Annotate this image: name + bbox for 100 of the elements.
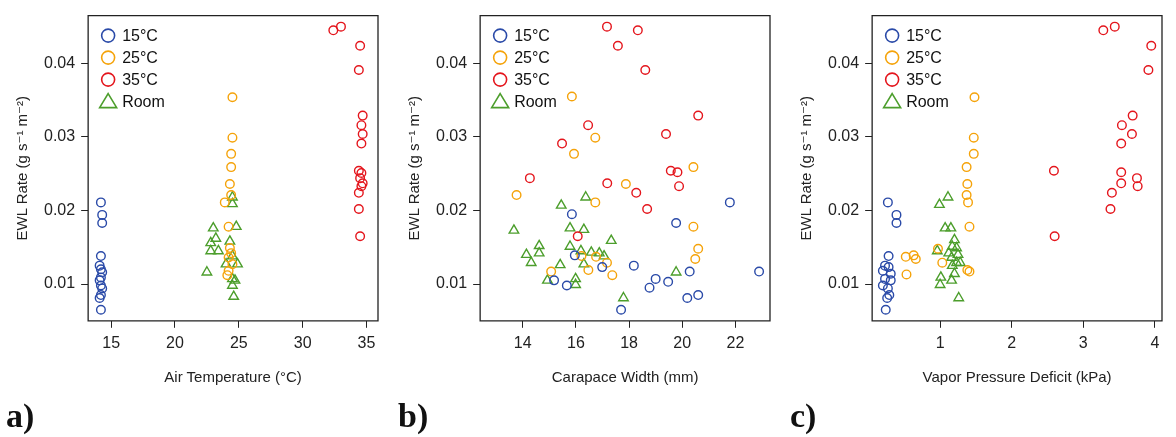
point — [598, 249, 610, 260]
text: a) — [6, 396, 35, 435]
point — [942, 191, 954, 201]
point — [1126, 129, 1137, 139]
x-axis-title: Air Temperature (°C) — [164, 368, 302, 386]
point — [210, 232, 222, 242]
point — [220, 257, 232, 268]
point — [356, 138, 367, 149]
point — [226, 279, 238, 289]
point — [520, 248, 532, 259]
point — [671, 217, 682, 228]
point — [946, 251, 958, 261]
point — [564, 240, 576, 250]
point — [1116, 167, 1127, 178]
legend-label: Room — [906, 93, 949, 111]
y-tick-label: 0.03 — [828, 127, 860, 145]
y-tick-label: 0.02 — [828, 200, 860, 218]
point — [1132, 181, 1143, 192]
point — [95, 251, 106, 262]
point — [670, 266, 682, 276]
y-tick-label: 0.02 — [436, 200, 468, 218]
point — [933, 198, 945, 209]
x-tick-label: 35 — [357, 333, 376, 351]
legend-label: 25°C — [122, 49, 158, 67]
point — [566, 209, 577, 220]
point — [232, 257, 243, 268]
point — [353, 204, 364, 215]
point — [355, 173, 366, 184]
point — [557, 138, 568, 149]
point — [628, 260, 639, 271]
point — [882, 197, 893, 208]
point — [663, 276, 674, 287]
point — [945, 221, 957, 232]
point — [219, 197, 230, 208]
y-tick-label: 0.04 — [828, 53, 860, 71]
y-tick-label: 0.01 — [436, 274, 468, 292]
point — [564, 221, 576, 232]
point — [1116, 138, 1127, 149]
point — [946, 259, 958, 270]
point — [693, 290, 704, 301]
point — [943, 246, 955, 257]
y-axis-title: EWL Rate (g s⁻¹ m⁻²) — [405, 95, 423, 241]
y-tick-label: 0.03 — [44, 127, 76, 145]
point — [353, 65, 364, 76]
point — [900, 251, 911, 262]
x-tick-label: 22 — [726, 333, 745, 351]
point — [226, 197, 238, 208]
point — [228, 290, 240, 300]
point — [583, 265, 594, 276]
point — [546, 266, 557, 277]
point — [328, 25, 339, 36]
point — [968, 148, 979, 159]
point — [580, 191, 592, 201]
point — [650, 273, 661, 284]
point — [632, 25, 643, 36]
point — [951, 241, 963, 252]
point — [640, 65, 651, 76]
point — [222, 270, 233, 281]
point — [880, 273, 891, 284]
point — [226, 162, 237, 173]
point — [575, 244, 587, 255]
point — [939, 221, 951, 232]
point — [1116, 120, 1127, 131]
point — [1106, 187, 1117, 198]
point — [883, 251, 894, 262]
point — [964, 221, 975, 232]
point — [590, 132, 601, 143]
point — [601, 257, 612, 268]
point — [607, 270, 618, 281]
point — [583, 120, 594, 131]
x-tick-label: 20 — [166, 333, 184, 351]
point — [223, 221, 234, 232]
point — [642, 204, 653, 215]
point — [661, 129, 672, 139]
legend-label: 15°C — [514, 27, 550, 45]
point — [533, 239, 545, 250]
point — [1048, 165, 1059, 176]
point — [946, 274, 958, 284]
x-tick-label: 25 — [229, 333, 248, 351]
point — [533, 246, 545, 257]
y-tick-label: 0.04 — [436, 53, 468, 71]
point — [891, 209, 902, 220]
x-tick-label: 14 — [513, 333, 532, 351]
legend-label: 25°C — [906, 49, 942, 67]
point — [95, 197, 106, 208]
y-axis-title: EWL Rate (g s⁻¹ m⁻²) — [797, 95, 815, 241]
point — [1146, 40, 1157, 51]
point — [201, 266, 213, 276]
point — [561, 280, 572, 291]
x-tick-label: 18 — [620, 333, 639, 351]
point — [644, 282, 655, 293]
point — [682, 293, 693, 303]
legend-label: 25°C — [514, 49, 550, 67]
point — [508, 224, 520, 234]
point — [593, 246, 605, 257]
point — [885, 268, 896, 279]
point — [569, 250, 580, 261]
text: b) — [398, 396, 429, 435]
point — [946, 240, 958, 250]
point — [95, 304, 106, 315]
